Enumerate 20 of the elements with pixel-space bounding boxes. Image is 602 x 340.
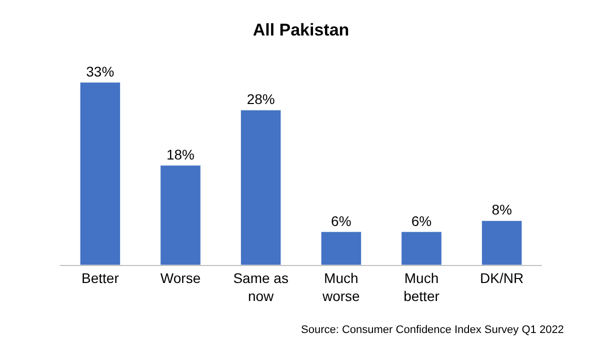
bar (160, 165, 201, 265)
bar (80, 82, 120, 265)
data-label: 8% (492, 202, 512, 218)
bar (482, 220, 522, 265)
data-label: 28% (246, 91, 275, 108)
data-label: 33% (86, 63, 114, 80)
data-label: 18% (166, 146, 195, 162)
x-tick-label: Worse (160, 270, 201, 286)
x-tick-label: Much better (404, 270, 440, 304)
chart-title: All Pakistan (252, 20, 350, 40)
x-tick-label: DK/NR (480, 270, 524, 286)
bar (401, 232, 442, 265)
data-label: 6% (331, 212, 352, 229)
source-note: Source: Consumer Confidence Index Survey Q1 2022 (301, 324, 564, 336)
x-tick-label: Better (81, 270, 120, 286)
bar (240, 110, 282, 265)
x-tick-label: Same as now (233, 270, 288, 304)
x-tick-label: Much worse (321, 270, 360, 304)
data-label: 6% (411, 212, 432, 229)
bar (320, 232, 362, 265)
